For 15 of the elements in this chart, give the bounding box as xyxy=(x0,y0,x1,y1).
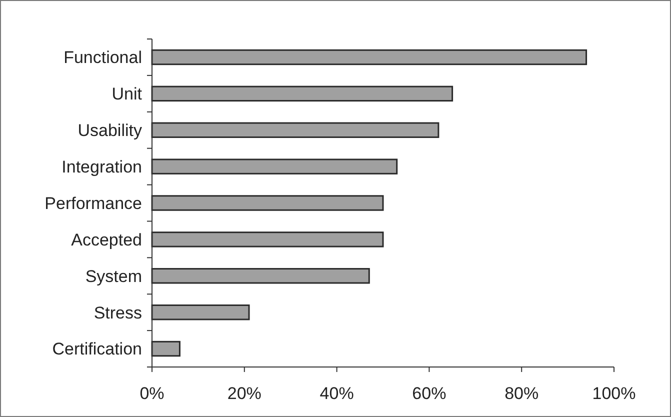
y-tick-label: Integration xyxy=(62,158,142,177)
y-tick-label: System xyxy=(85,266,142,286)
y-tick-label: Certification xyxy=(52,340,142,359)
x-tick-label: 60% xyxy=(412,384,446,403)
y-tick-label: Usability xyxy=(78,121,142,140)
y-tick-label: Unit xyxy=(112,84,142,104)
y-tick-label: Functional xyxy=(64,48,142,68)
x-tick-label: 80% xyxy=(504,384,539,403)
x-tick-label: 0% xyxy=(140,384,164,403)
x-tick-label: 40% xyxy=(320,384,354,403)
x-tick-label: 100% xyxy=(592,384,636,403)
y-tick-label: Accepted xyxy=(71,230,142,250)
y-tick-label: Performance xyxy=(44,194,142,213)
y-tick-label: Stress xyxy=(94,303,142,322)
x-tick-label: 20% xyxy=(227,384,262,403)
